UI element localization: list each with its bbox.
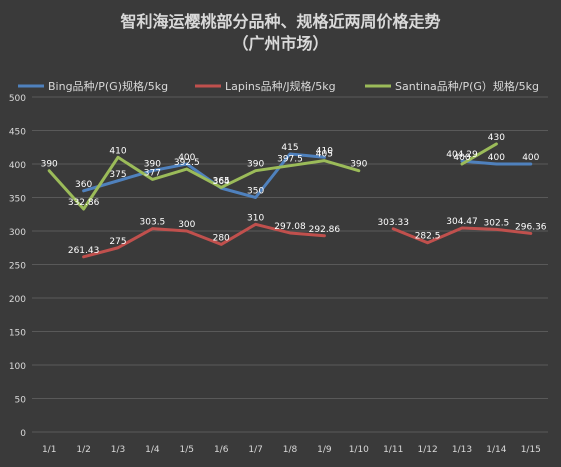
series-line [82, 222, 326, 259]
data-label: 332.86 [68, 198, 100, 208]
series-line [82, 152, 326, 199]
x-tick-label: 1/7 [248, 445, 262, 455]
legend: Bing品种/P(G)规格/5kg Lapins品种/J规格/5kg Santina… [18, 79, 539, 93]
series-line [391, 226, 533, 245]
x-tick-label: 1/14 [486, 445, 506, 455]
y-tick-label: 200 [9, 295, 26, 305]
data-label: 302.5 [484, 218, 510, 228]
data-label: 292.86 [309, 225, 341, 235]
legend-label: Santina品种/P(G）规格/5kg [395, 79, 539, 93]
x-tick-label: 1/5 [180, 445, 194, 455]
legend-label: Bing品种/P(G)规格/5kg [48, 79, 168, 93]
x-tick-label: 1/9 [317, 445, 332, 455]
y-tick-label: 300 [9, 228, 26, 238]
x-tick-label: 1/13 [452, 445, 472, 455]
data-label: 390 [144, 160, 161, 170]
y-tick-label: 250 [9, 262, 26, 272]
data-label: 360 [75, 180, 92, 190]
data-label: 377 [144, 168, 161, 178]
data-label: 390 [247, 160, 264, 170]
data-label: 364 [213, 177, 230, 187]
data-label: 390 [41, 160, 58, 170]
data-label: 392.5 [174, 158, 200, 168]
data-label: 410 [316, 146, 333, 156]
x-tick-label: 1/10 [349, 445, 369, 455]
data-label: 310 [247, 213, 264, 223]
series-line [460, 159, 533, 166]
x-tick-label: 1/4 [145, 445, 160, 455]
data-label: 296.36 [515, 222, 547, 232]
data-label: 303.33 [377, 218, 409, 228]
x-tick-label: 1/11 [383, 445, 403, 455]
data-label: 282.5 [415, 232, 441, 242]
y-tick-label: 350 [9, 195, 26, 205]
data-label: 400 [453, 153, 470, 163]
y-tick-label: 450 [9, 128, 26, 138]
data-label: 297.08 [274, 222, 306, 232]
data-label: 300 [178, 220, 195, 230]
series-line [47, 155, 361, 211]
data-label: 400 [522, 153, 539, 163]
data-label: 397.5 [277, 155, 303, 165]
data-label: 430 [488, 133, 505, 143]
data-label: 415 [281, 143, 298, 153]
data-label: 410 [109, 146, 126, 156]
x-tick-label: 1/6 [214, 445, 229, 455]
x-tick-label: 1/2 [76, 445, 90, 455]
data-label: 304.47 [446, 217, 478, 227]
x-tick-label: 1/12 [417, 445, 437, 455]
x-tick-label: 1/8 [283, 445, 298, 455]
data-label: 261.43 [68, 246, 100, 256]
y-tick-label: 500 [9, 94, 26, 104]
x-tick-label: 1/1 [42, 445, 56, 455]
x-tick-label: 1/3 [111, 445, 125, 455]
series-line [460, 142, 498, 166]
y-tick-label: 150 [9, 329, 26, 339]
data-label: 405 [316, 150, 333, 160]
x-tick-label: 1/15 [521, 445, 541, 455]
chart-subtitle: （广州市场） [232, 34, 329, 53]
y-tick-label: 100 [9, 362, 26, 372]
data-label: 350 [247, 187, 264, 197]
y-tick-label: 50 [15, 396, 27, 406]
data-label: 400 [488, 153, 505, 163]
data-label: 404.29 [446, 150, 478, 160]
data-label: 390 [350, 160, 367, 170]
y-tick-label: 400 [9, 161, 26, 171]
data-label: 375 [109, 170, 126, 180]
y-tick-label: 0 [20, 429, 26, 439]
data-label: 280 [213, 233, 230, 243]
chart-title: 智利海运樱桃部分品种、规格近两周价格走势 [120, 12, 441, 31]
data-label: 400 [178, 153, 195, 163]
legend-label: Lapins品种/J规格/5kg [225, 79, 336, 93]
data-label: 275 [109, 237, 126, 247]
data-label: 365 [213, 176, 230, 186]
data-label: 303.5 [140, 218, 166, 228]
